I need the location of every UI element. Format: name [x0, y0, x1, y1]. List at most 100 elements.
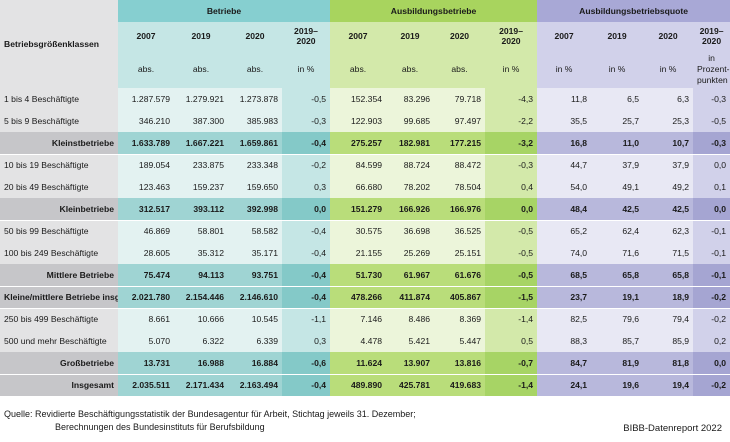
cell-b-3: -0,4	[282, 132, 331, 155]
cell-q-0: 88,3	[537, 330, 592, 352]
unit-header-q-3: in Prozent-punkten	[693, 50, 730, 88]
cell-a-1: 36.698	[386, 220, 435, 242]
table-row: 10 bis 19 Beschäftigte 189.054 233.875 233.…	[0, 154, 730, 176]
row-label: Insgesamt	[0, 374, 118, 397]
cell-a-0: 30.575	[330, 220, 387, 242]
cell-b-2: 2.146.610	[228, 286, 282, 309]
cell-q-0: 84,7	[537, 352, 592, 375]
cell-a-2: 177.215	[434, 132, 486, 155]
table-row: 500 und mehr Beschäftigte 5.070 6.322 6.339…	[0, 330, 730, 352]
cell-q-1: 62,4	[591, 220, 644, 242]
cell-a-2: 36.525	[434, 220, 486, 242]
cell-a-3: -0,5	[485, 242, 538, 264]
cell-q-2: 62,3	[643, 220, 694, 242]
row-label: 50 bis 99 Beschäftigte	[0, 220, 118, 242]
row-label: 20 bis 49 Beschäftigte	[0, 176, 118, 198]
cell-b-1: 10.666	[174, 308, 228, 330]
cell-b-2: 1.273.878	[228, 88, 282, 110]
unit-header-a-3: in %	[485, 50, 538, 88]
row-label: 100 bis 249 Beschäftigte	[0, 242, 118, 264]
cell-a-0: 4.478	[330, 330, 387, 352]
cell-q-3: -0,2	[693, 374, 730, 397]
unit-header-b-0: abs.	[118, 50, 174, 88]
cell-a-3: -1,4	[485, 374, 538, 397]
year-header-a-1: 2019	[386, 22, 435, 50]
cell-a-1: 166.926	[386, 198, 435, 221]
cell-b-3: -1,1	[282, 308, 331, 330]
table-row: 50 bis 99 Beschäftigte 46.869 58.801 58.582…	[0, 220, 730, 242]
cell-a-0: 152.354	[330, 88, 387, 110]
cell-a-3: 0,5	[485, 330, 538, 352]
row-label: Großbetriebe	[0, 352, 118, 375]
row-label: Mittlere Betriebe	[0, 264, 118, 287]
cell-a-3: -0,7	[485, 352, 538, 375]
cell-a-2: 419.683	[434, 374, 486, 397]
cell-b-0: 189.054	[118, 154, 174, 176]
cell-b-1: 233.875	[174, 154, 228, 176]
cell-q-3: -0,3	[693, 88, 730, 110]
cell-b-2: 385.983	[228, 110, 282, 132]
cell-a-3: -0,5	[485, 220, 538, 242]
cell-b-3: -0,4	[282, 264, 331, 287]
cell-a-1: 99.685	[386, 110, 435, 132]
row-label: Kleinstbetriebe	[0, 132, 118, 155]
cell-b-0: 346.210	[118, 110, 174, 132]
cell-q-3: -0,2	[693, 308, 730, 330]
table-row: 5 bis 9 Beschäftigte 346.210 387.300 385.98…	[0, 110, 730, 132]
cell-q-0: 74,0	[537, 242, 592, 264]
year-header-b-3: 2019– 2020	[282, 22, 331, 50]
cell-b-3: -0,4	[282, 286, 331, 309]
cell-b-1: 1.667.221	[174, 132, 228, 155]
cell-a-1: 88.724	[386, 154, 435, 176]
row-label: Kleine/mittlere Betriebe insg.	[0, 286, 118, 309]
cell-q-0: 44,7	[537, 154, 592, 176]
cell-b-2: 392.998	[228, 198, 282, 221]
cell-q-0: 16,8	[537, 132, 592, 155]
cell-a-3: -0,3	[485, 154, 538, 176]
cell-b-3: -0,4	[282, 220, 331, 242]
cell-b-0: 75.474	[118, 264, 174, 287]
cell-q-1: 19,1	[591, 286, 644, 309]
cell-q-1: 6,5	[591, 88, 644, 110]
cell-a-2: 88.472	[434, 154, 486, 176]
cell-q-0: 23,7	[537, 286, 592, 309]
cell-a-1: 182.981	[386, 132, 435, 155]
cell-a-1: 8.486	[386, 308, 435, 330]
cell-a-1: 5.421	[386, 330, 435, 352]
cell-b-2: 35.171	[228, 242, 282, 264]
statistics-table: Betriebsgrößenklassen Betriebe Ausbildun…	[0, 0, 730, 397]
cell-a-3: 0,0	[485, 198, 538, 221]
unit-header-q-1: in %	[591, 50, 644, 88]
row-label: Kleinbetriebe	[0, 198, 118, 221]
row-label: 500 und mehr Beschäftigte	[0, 330, 118, 352]
cell-q-2: 71,5	[643, 242, 694, 264]
unit-header-a-1: abs.	[386, 50, 435, 88]
table-row: Insgesamt 2.035.511 2.171.434 2.163.494 -0,4…	[0, 374, 730, 397]
report-credit: BIBB-Datenreport 2022	[623, 423, 722, 434]
year-header-q-2: 2020	[643, 22, 694, 50]
cell-b-3: 0,3	[282, 176, 331, 198]
cell-q-3: -0,1	[693, 220, 730, 242]
cell-a-3: -3,2	[485, 132, 538, 155]
cell-a-3: -1,4	[485, 308, 538, 330]
cell-b-0: 5.070	[118, 330, 174, 352]
cell-q-1: 11,0	[591, 132, 644, 155]
cell-q-2: 85,9	[643, 330, 694, 352]
table-row: 250 bis 499 Beschäftigte 8.661 10.666 10.54…	[0, 308, 730, 330]
year-header-q-3: 2019– 2020	[693, 22, 730, 50]
cell-b-0: 312.517	[118, 198, 174, 221]
cell-q-3: 0,1	[693, 176, 730, 198]
cell-b-1: 387.300	[174, 110, 228, 132]
cell-b-0: 46.869	[118, 220, 174, 242]
cell-a-0: 275.257	[330, 132, 387, 155]
year-header-q-0: 2007	[537, 22, 592, 50]
cell-a-3: -0,5	[485, 264, 538, 287]
cell-b-1: 2.154.446	[174, 286, 228, 309]
cell-b-2: 2.163.494	[228, 374, 282, 397]
cell-a-1: 61.967	[386, 264, 435, 287]
year-header-a-2: 2020	[434, 22, 486, 50]
cell-a-2: 405.867	[434, 286, 486, 309]
cell-a-1: 78.202	[386, 176, 435, 198]
cell-q-3: 0,0	[693, 154, 730, 176]
cell-a-2: 78.504	[434, 176, 486, 198]
